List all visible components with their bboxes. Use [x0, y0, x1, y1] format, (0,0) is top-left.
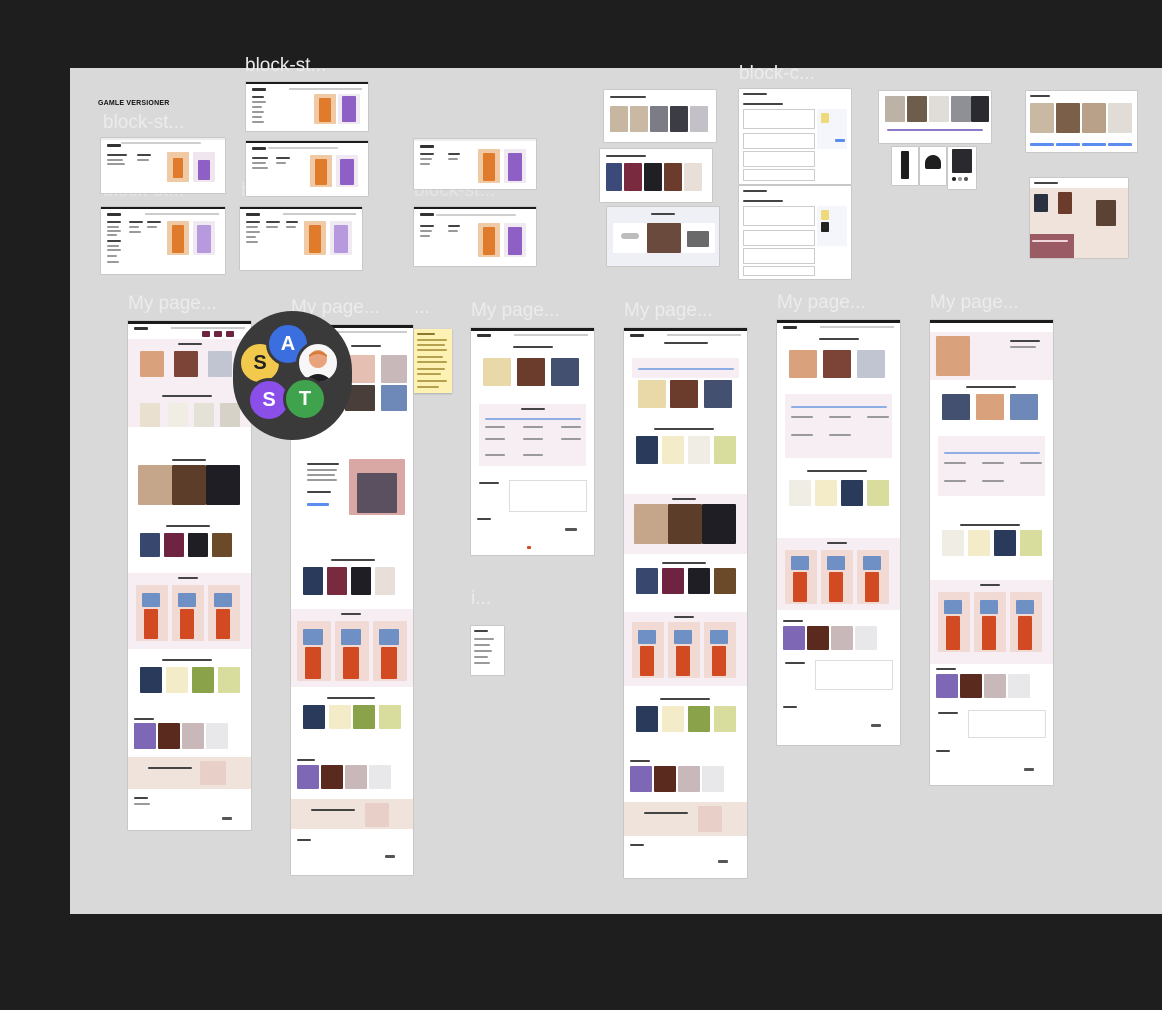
- frame-label[interactable]: My page...: [930, 292, 1019, 313]
- section-title: GAMLE VERSIONER: [98, 100, 170, 107]
- frame-product-model[interactable]: [948, 147, 976, 189]
- frame-label[interactable]: My page...: [777, 292, 866, 313]
- frame-product-beanie[interactable]: [920, 147, 946, 185]
- frame-my-page-4[interactable]: [624, 328, 747, 878]
- frame-label[interactable]: block-st...: [245, 55, 327, 76]
- avatar-initial: S: [262, 388, 276, 411]
- frame-label[interactable]: block-c...: [739, 63, 816, 84]
- frame-label[interactable]: ...: [414, 297, 430, 318]
- avatar-initial: A: [280, 332, 296, 355]
- frame-label[interactable]: My page...: [128, 293, 217, 314]
- frame-products-row-3[interactable]: [607, 207, 719, 266]
- frame-my-page-1[interactable]: [128, 321, 251, 830]
- frame-my-page-2[interactable]: [291, 325, 413, 875]
- frame-block-st-5[interactable]: [414, 139, 536, 189]
- frame-label[interactable]: My page...: [471, 300, 560, 321]
- avatar-initial: T: [298, 387, 312, 410]
- frame-my-page-6[interactable]: [930, 320, 1053, 785]
- user-photo-icon: [303, 350, 333, 382]
- sticky-note[interactable]: [414, 329, 452, 393]
- collaborator-avatars[interactable]: S A S T: [233, 311, 352, 440]
- frame-block-st-3[interactable]: [101, 207, 225, 274]
- frame-block-st-2[interactable]: [246, 141, 368, 196]
- frame-looks-buttons[interactable]: [1026, 91, 1137, 152]
- frame-block-st-6[interactable]: [414, 207, 536, 266]
- frame-label[interactable]: My page...: [291, 297, 380, 318]
- frame-looks-row[interactable]: [879, 91, 991, 143]
- frame-my-page-3[interactable]: [471, 328, 594, 555]
- frame-label[interactable]: My page...: [624, 300, 713, 321]
- frame-label[interactable]: block-st...: [103, 112, 185, 133]
- frame-block-st-4[interactable]: [240, 207, 362, 270]
- frame-small-menu[interactable]: [471, 626, 504, 675]
- frame-block-st-top[interactable]: [246, 82, 368, 131]
- frame-block-checkout-1[interactable]: [739, 89, 851, 184]
- frame-product-pants[interactable]: [892, 147, 918, 185]
- frame-label[interactable]: i...: [471, 588, 492, 609]
- frame-block-checkout-2[interactable]: [739, 186, 851, 279]
- avatar-t-green[interactable]: T: [283, 377, 327, 421]
- frame-my-page-5[interactable]: [777, 320, 900, 745]
- avatar-initial: S: [253, 351, 267, 374]
- frame-products-row-2[interactable]: [600, 149, 712, 202]
- frame-products-row-1[interactable]: [604, 90, 716, 142]
- frame-outfit-suggestion[interactable]: [1030, 178, 1128, 258]
- frame-block-st-1[interactable]: [101, 138, 225, 193]
